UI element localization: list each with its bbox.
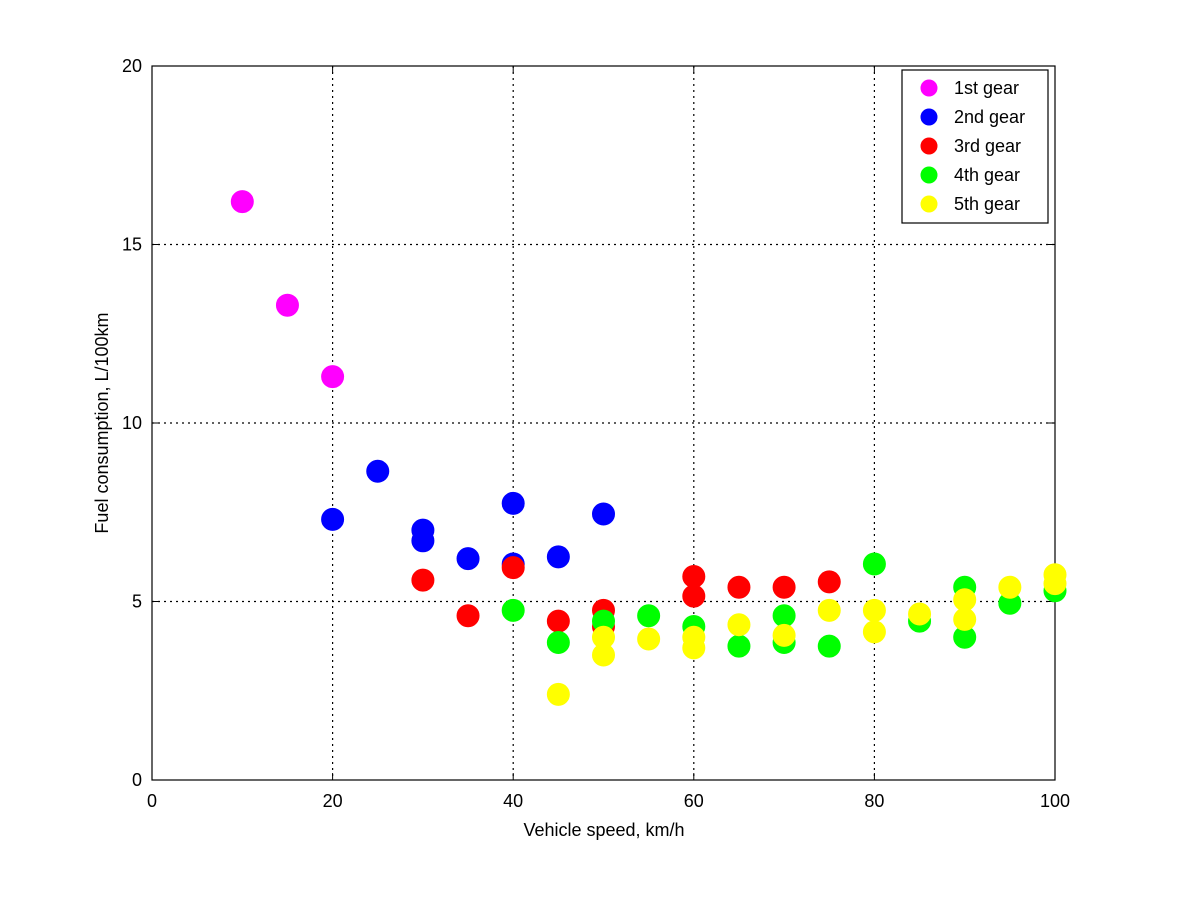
data-point bbox=[546, 631, 570, 655]
x-tick-label: 0 bbox=[147, 791, 157, 811]
data-point bbox=[682, 636, 706, 660]
data-point bbox=[637, 604, 661, 628]
data-point bbox=[411, 529, 435, 553]
legend-marker bbox=[920, 79, 938, 97]
legend-entry: 5th gear bbox=[954, 194, 1020, 214]
data-point bbox=[456, 547, 480, 571]
data-point bbox=[275, 293, 299, 317]
y-tick-label: 15 bbox=[122, 235, 142, 255]
data-point bbox=[772, 575, 796, 599]
series-5 bbox=[546, 563, 1067, 706]
data-point bbox=[772, 604, 796, 628]
data-point bbox=[1043, 572, 1067, 596]
legend-marker bbox=[920, 137, 938, 155]
data-point bbox=[321, 365, 345, 389]
data-point bbox=[501, 491, 525, 515]
x-tick-label: 20 bbox=[323, 791, 343, 811]
data-point bbox=[637, 627, 661, 651]
y-axis-label: Fuel consumption, L/100km bbox=[92, 312, 112, 533]
series-2 bbox=[321, 459, 615, 576]
legend-marker bbox=[920, 166, 938, 184]
y-tick-label: 20 bbox=[122, 56, 142, 76]
data-point bbox=[953, 607, 977, 631]
data-point bbox=[727, 613, 751, 637]
x-tick-label: 60 bbox=[684, 791, 704, 811]
data-point bbox=[772, 623, 796, 647]
axis-ticks: 0 20 40 60 80 100 0 5 10 15 20 bbox=[122, 56, 1070, 811]
data-point bbox=[817, 598, 841, 622]
data-point bbox=[501, 556, 525, 580]
data-point bbox=[546, 545, 570, 569]
legend-entry: 1st gear bbox=[954, 78, 1019, 98]
data-point bbox=[230, 190, 254, 214]
data-point bbox=[953, 588, 977, 612]
y-tick-label: 10 bbox=[122, 413, 142, 433]
y-tick-label: 0 bbox=[132, 770, 142, 790]
legend-entry: 2nd gear bbox=[954, 107, 1025, 127]
data-point bbox=[817, 634, 841, 658]
data-point bbox=[727, 575, 751, 599]
data-point bbox=[592, 502, 615, 526]
series-3 bbox=[411, 556, 841, 638]
legend: 1st gear 2nd gear 3rd gear 4th gear 5th gear bbox=[901, 69, 1049, 224]
data-point bbox=[546, 682, 570, 706]
data-point bbox=[727, 634, 751, 658]
data-point bbox=[682, 584, 706, 608]
data-point bbox=[456, 604, 480, 628]
data-point bbox=[908, 602, 932, 626]
legend-entry: 3rd gear bbox=[954, 136, 1021, 156]
data-point bbox=[546, 609, 570, 633]
data-point bbox=[321, 507, 345, 531]
data-point bbox=[862, 620, 886, 644]
y-tick-label: 5 bbox=[132, 592, 142, 612]
data-point bbox=[817, 570, 841, 594]
x-axis-label: Vehicle speed, km/h bbox=[523, 820, 684, 840]
legend-marker bbox=[920, 108, 938, 126]
data-point bbox=[592, 643, 615, 667]
data-point bbox=[501, 598, 525, 622]
legend-entry: 4th gear bbox=[954, 165, 1020, 185]
series-1 bbox=[230, 190, 345, 389]
data-point bbox=[998, 575, 1022, 599]
data-points bbox=[230, 190, 1067, 706]
data-point bbox=[682, 565, 706, 589]
data-point bbox=[366, 459, 390, 483]
x-tick-label: 100 bbox=[1040, 791, 1070, 811]
x-tick-label: 40 bbox=[503, 791, 523, 811]
data-point bbox=[862, 598, 886, 622]
data-point bbox=[411, 568, 435, 592]
legend-marker bbox=[920, 195, 938, 213]
x-tick-label: 80 bbox=[864, 791, 884, 811]
data-point bbox=[862, 552, 886, 576]
